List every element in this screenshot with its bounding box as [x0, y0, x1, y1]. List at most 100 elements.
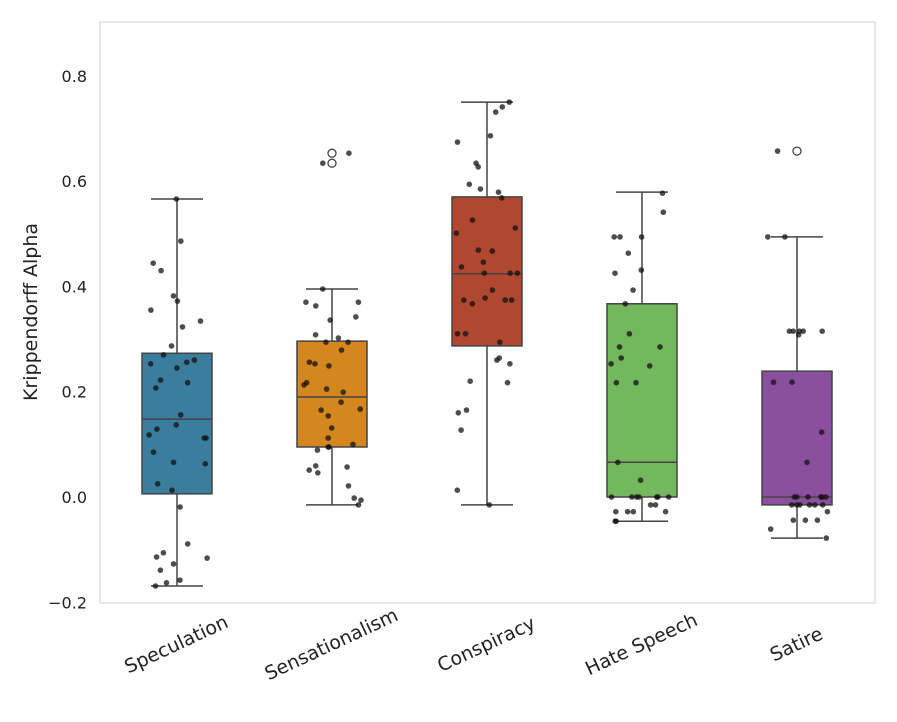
data-point	[616, 344, 623, 350]
data-point	[499, 104, 506, 110]
data-point	[782, 234, 788, 240]
data-point	[789, 379, 795, 386]
data-point	[179, 324, 186, 330]
data-point	[502, 297, 509, 303]
data-point	[147, 361, 154, 367]
data-point	[315, 470, 321, 476]
data-point	[153, 385, 159, 391]
x-tick-label: Hate Speech	[582, 609, 701, 680]
data-point	[797, 502, 803, 508]
data-point	[350, 441, 356, 448]
data-point	[512, 225, 519, 231]
data-point	[173, 422, 179, 428]
data-point	[622, 301, 629, 307]
data-point	[469, 301, 476, 307]
data-point	[312, 361, 318, 367]
data-point	[335, 335, 342, 341]
data-point	[613, 508, 619, 515]
data-point	[340, 389, 347, 396]
y-tick-label: 0.6	[62, 172, 87, 191]
data-point	[659, 190, 666, 196]
data-point	[455, 410, 462, 416]
data-point	[152, 583, 159, 589]
data-point	[489, 287, 496, 293]
x-tick-label: Satire	[767, 623, 827, 666]
data-point	[157, 567, 164, 573]
data-point	[177, 412, 184, 418]
box-group-speculation	[141, 196, 213, 589]
data-point	[174, 298, 181, 304]
box	[606, 303, 678, 498]
data-point	[306, 467, 313, 473]
data-point	[301, 382, 307, 388]
data-point	[170, 561, 177, 567]
data-point	[157, 377, 164, 383]
data-point	[617, 234, 623, 240]
data-point	[654, 494, 660, 500]
data-point	[638, 234, 645, 240]
data-point	[652, 502, 659, 508]
data-point	[160, 352, 167, 358]
data-point	[153, 554, 160, 560]
data-point	[303, 299, 309, 306]
data-point	[638, 267, 645, 273]
data-point	[660, 209, 667, 215]
data-point	[306, 359, 313, 366]
data-point	[346, 150, 352, 156]
data-point	[657, 344, 663, 350]
data-point	[148, 307, 154, 313]
data-point	[467, 378, 474, 385]
data-point	[146, 432, 152, 438]
data-point	[637, 477, 644, 484]
data-point	[158, 267, 164, 274]
data-point	[325, 444, 332, 450]
data-point	[804, 459, 810, 466]
box	[761, 370, 833, 506]
data-point	[612, 270, 618, 277]
data-point	[818, 429, 825, 436]
data-point	[323, 386, 330, 392]
data-point	[608, 494, 615, 500]
data-point	[497, 339, 503, 346]
data-point	[790, 517, 797, 523]
data-point	[453, 230, 460, 236]
data-point	[805, 494, 811, 500]
data-point	[463, 407, 470, 413]
data-point	[475, 164, 482, 170]
data-point	[625, 250, 632, 256]
data-point	[314, 447, 321, 453]
data-point	[665, 494, 672, 500]
data-point	[168, 343, 175, 349]
box-group-sensationalism	[296, 148, 368, 508]
data-point	[319, 286, 326, 292]
data-point	[626, 331, 633, 337]
data-point	[504, 379, 511, 386]
outlier-marker	[792, 146, 802, 156]
y-tick-label: 0.8	[62, 67, 87, 86]
data-point	[461, 297, 467, 303]
outlier-marker	[327, 158, 337, 168]
data-point	[462, 331, 469, 337]
data-point	[454, 331, 461, 337]
data-point	[612, 518, 618, 524]
data-point	[786, 328, 793, 335]
data-point	[203, 435, 209, 441]
data-point	[318, 407, 324, 413]
data-point	[506, 99, 513, 105]
data-point	[345, 339, 351, 346]
data-point	[481, 270, 488, 277]
data-point	[494, 357, 500, 363]
data-point	[345, 483, 352, 489]
data-point	[325, 413, 332, 419]
data-point	[615, 459, 621, 466]
data-point	[338, 399, 344, 406]
data-point	[791, 494, 798, 500]
data-point	[630, 287, 636, 293]
data-point	[357, 406, 364, 412]
y-tick-label: 0.4	[62, 277, 87, 296]
data-point	[174, 365, 180, 371]
box-group-satire	[761, 146, 833, 541]
data-point	[819, 502, 826, 508]
data-point	[774, 148, 781, 154]
data-point	[613, 379, 620, 386]
